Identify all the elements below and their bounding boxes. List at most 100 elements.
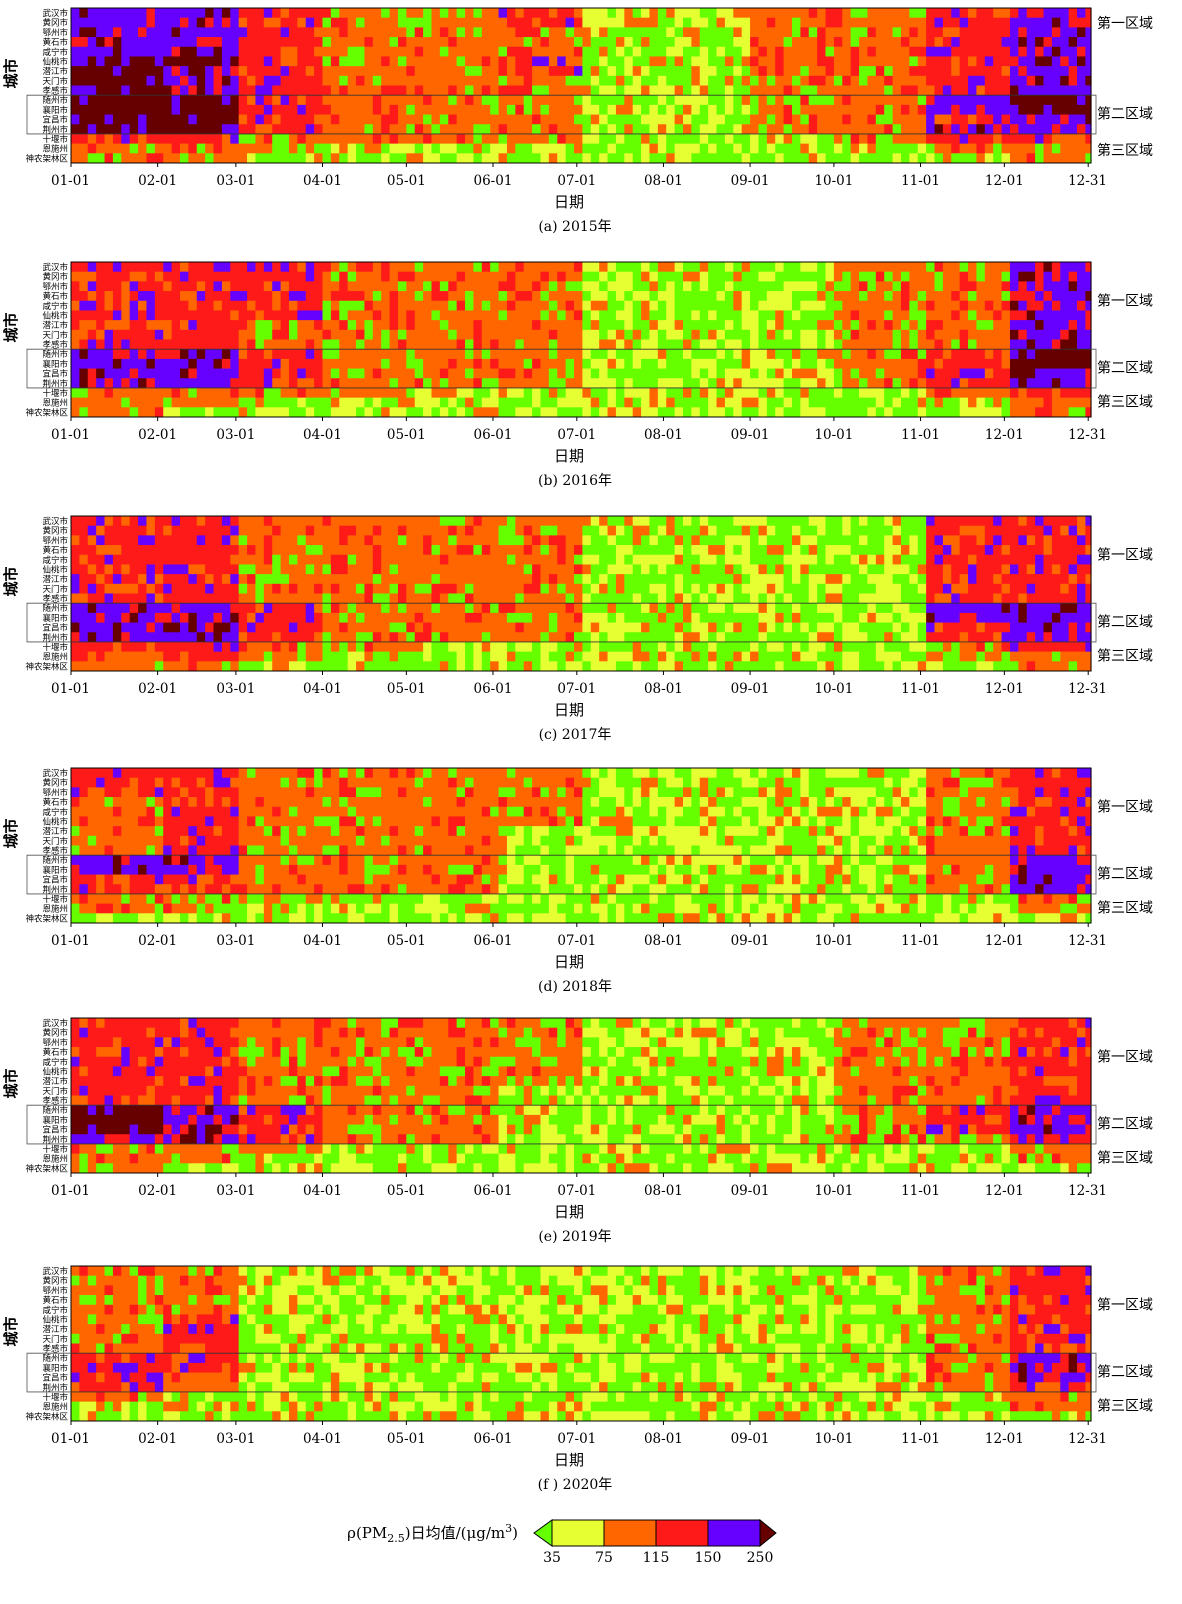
heatmap-cell bbox=[440, 8, 449, 18]
heatmap-cell bbox=[364, 18, 373, 28]
heatmap-cell bbox=[323, 535, 332, 545]
heatmap-cell bbox=[482, 272, 491, 282]
heatmap-cell bbox=[138, 407, 147, 417]
heatmap-cell bbox=[1018, 564, 1027, 574]
heatmap-cell bbox=[172, 281, 181, 291]
heatmap-cell bbox=[893, 526, 902, 536]
heatmap-cell bbox=[364, 310, 373, 320]
heatmap-cell bbox=[289, 584, 298, 594]
heatmap-cell bbox=[440, 526, 449, 536]
heatmap-cell bbox=[968, 47, 977, 57]
heatmap-cell bbox=[163, 18, 172, 28]
heatmap-cell bbox=[608, 281, 617, 291]
heatmap-cell bbox=[214, 115, 223, 125]
heatmap-cell bbox=[499, 56, 508, 66]
heatmap-cell bbox=[71, 47, 80, 57]
heatmap-cell bbox=[398, 153, 407, 163]
heatmap-cell bbox=[557, 262, 566, 272]
heatmap-cell bbox=[624, 291, 633, 301]
heatmap-cell bbox=[943, 37, 952, 47]
heatmap-cell bbox=[842, 564, 851, 574]
heatmap-cell bbox=[297, 291, 306, 301]
heatmap-cell bbox=[826, 564, 835, 574]
heatmap-cell bbox=[767, 369, 776, 379]
heatmap-cell bbox=[339, 86, 348, 96]
heatmap-cell bbox=[792, 535, 801, 545]
heatmap-cell bbox=[297, 398, 306, 408]
heatmap-cell bbox=[658, 124, 667, 134]
heatmap-cell bbox=[675, 291, 684, 301]
heatmap-cell bbox=[96, 564, 105, 574]
heatmap-cell bbox=[842, 330, 851, 340]
heatmap-cell bbox=[834, 86, 843, 96]
heatmap-cell bbox=[163, 330, 172, 340]
heatmap-cell bbox=[457, 398, 466, 408]
heatmap-cell bbox=[951, 398, 960, 408]
heatmap-cell bbox=[1060, 153, 1069, 163]
heatmap-cell bbox=[482, 95, 491, 105]
heatmap-cell bbox=[398, 369, 407, 379]
heatmap-cell bbox=[1060, 37, 1069, 47]
heatmap-cell bbox=[197, 301, 206, 311]
heatmap-cell bbox=[784, 18, 793, 28]
heatmap-cell bbox=[398, 76, 407, 86]
heatmap-cell bbox=[423, 584, 432, 594]
heatmap-cell bbox=[96, 340, 105, 350]
x-tick-label: 05-01 bbox=[387, 173, 426, 189]
heatmap-cell bbox=[390, 124, 399, 134]
heatmap-cell bbox=[507, 359, 516, 369]
heatmap-cell bbox=[834, 388, 843, 398]
heatmap-cell bbox=[1010, 105, 1019, 115]
heatmap-cell bbox=[465, 535, 474, 545]
heatmap-cell bbox=[331, 301, 340, 311]
city-tick-label: 襄阳市 bbox=[42, 105, 68, 116]
heatmap-cell bbox=[71, 594, 80, 604]
heatmap-cell bbox=[566, 388, 575, 398]
heatmap-cell bbox=[406, 18, 415, 28]
heatmap-cell bbox=[1077, 584, 1086, 594]
heatmap-cell bbox=[155, 349, 164, 359]
heatmap-cell bbox=[951, 144, 960, 154]
heatmap-cell bbox=[406, 8, 415, 18]
heatmap-cell bbox=[390, 153, 399, 163]
heatmap-cell bbox=[918, 86, 927, 96]
heatmap-cell bbox=[146, 359, 155, 369]
heatmap-cell bbox=[473, 281, 482, 291]
heatmap-cell bbox=[968, 262, 977, 272]
heatmap-cell bbox=[482, 349, 491, 359]
heatmap-cell bbox=[381, 291, 390, 301]
heatmap-cell bbox=[398, 359, 407, 369]
heatmap-cell bbox=[817, 301, 826, 311]
heatmap-cell bbox=[926, 407, 935, 417]
heatmap-cell bbox=[448, 281, 457, 291]
heatmap-cell bbox=[800, 340, 809, 350]
heatmap-cell bbox=[943, 555, 952, 565]
heatmap-cell bbox=[767, 47, 776, 57]
heatmap-cell bbox=[71, 407, 80, 417]
heatmap-cell bbox=[834, 535, 843, 545]
heatmap-cell bbox=[1002, 574, 1011, 584]
heatmap-cell bbox=[826, 153, 835, 163]
heatmap-cell bbox=[792, 330, 801, 340]
heatmap-cell bbox=[1077, 310, 1086, 320]
heatmap-cell bbox=[616, 545, 625, 555]
heatmap-cell bbox=[784, 115, 793, 125]
heatmap-cell bbox=[197, 153, 206, 163]
heatmap-cell bbox=[658, 340, 667, 350]
heatmap-cell bbox=[281, 526, 290, 536]
heatmap-cell bbox=[800, 310, 809, 320]
heatmap-cell bbox=[842, 320, 851, 330]
heatmap-cell bbox=[214, 310, 223, 320]
heatmap-cell bbox=[926, 86, 935, 96]
heatmap-cell bbox=[163, 398, 172, 408]
heatmap-cell bbox=[289, 310, 298, 320]
heatmap-cell bbox=[884, 37, 893, 47]
heatmap-cell bbox=[524, 8, 533, 18]
heatmap-cell bbox=[666, 66, 675, 76]
heatmap-cell bbox=[641, 378, 650, 388]
heatmap-cell bbox=[113, 8, 122, 18]
heatmap-cell bbox=[708, 407, 717, 417]
heatmap-cell bbox=[130, 535, 139, 545]
heatmap-cell bbox=[88, 272, 97, 282]
heatmap-cell bbox=[683, 281, 692, 291]
